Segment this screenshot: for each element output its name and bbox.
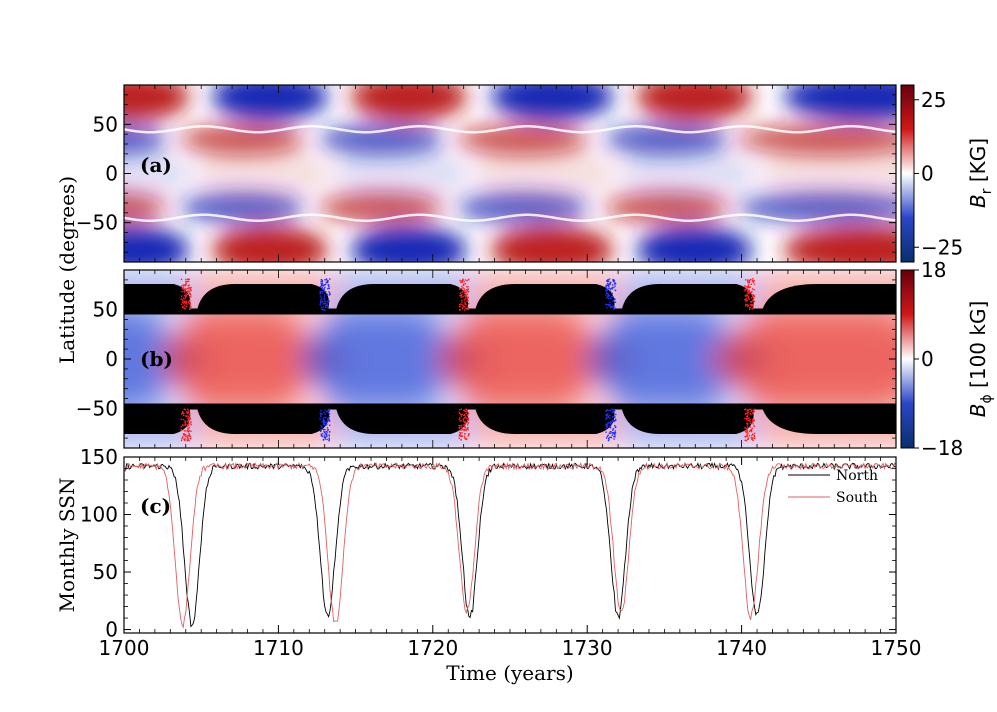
colorbar-b-label: Bϕ [100 kG]: [966, 301, 995, 418]
x-tick-label: 1710: [253, 636, 304, 660]
latitude-tick-label: 50: [93, 112, 118, 136]
colorbar-b: [900, 269, 915, 449]
panel-c-background: [124, 457, 896, 633]
latitude-tick-label: 0: [105, 347, 118, 371]
y-tick-label: 0: [105, 618, 118, 642]
panel-a-label: (a): [140, 153, 172, 177]
latitude-tick-label: 50: [93, 298, 118, 322]
x-tick-label: 1740: [716, 636, 767, 660]
latitude-tick-label: −50: [76, 396, 118, 420]
panel-b-ticks: 50 0 −50: [76, 270, 897, 448]
x-tick-label: 1700: [99, 636, 150, 660]
panel-b: 50 0 −50 (b) 18 0 −18 Bϕ [100 kG]: [76, 258, 995, 460]
panel-b-heatmap: [124, 270, 896, 448]
y-tick-label: 100: [80, 503, 118, 527]
colorbar-a-ticks: 25 0 −25: [914, 88, 963, 259]
x-tick-label: 1730: [562, 636, 613, 660]
colorbar-tick-label: −18: [921, 436, 963, 460]
panel-a-heatmap: [124, 85, 896, 262]
latitude-tick-label: 0: [105, 162, 118, 186]
colorbar-b-ticks: 18 0 −18: [914, 258, 963, 460]
panel-b-label: (b): [140, 347, 173, 371]
panel-a-ticks: 50 0 −50: [76, 85, 897, 262]
x-tick-label: 1750: [871, 636, 922, 660]
panel-c-ylabel: Monthly SSN: [55, 478, 79, 613]
colorbar-a-label: Br [KG]: [966, 138, 995, 208]
legend: North South: [788, 468, 878, 506]
x-axis-label: Time (years): [446, 661, 573, 685]
panel-c-label: (c): [140, 494, 171, 518]
colorbar-tick-label: 0: [921, 162, 934, 186]
y-tick-label: 150: [80, 445, 118, 469]
colorbar-tick-label: 25: [921, 88, 946, 112]
legend-label-north: North: [836, 468, 878, 484]
legend-label-south: South: [836, 490, 878, 506]
panel-c-lines: [124, 461, 896, 629]
latitude-tick-label: −50: [76, 211, 118, 235]
colorbar-tick-label: 18: [921, 258, 946, 282]
panel-a: 50 0 −50 (a) 25 0 −25 Br [KG]: [76, 84, 995, 263]
x-tick-label: 1720: [407, 636, 458, 660]
colorbar-tick-label: 0: [921, 347, 934, 371]
shared-ylabel: Latitude (degrees): [55, 176, 79, 364]
colorbar-a: [900, 84, 915, 263]
colorbar-tick-label: −25: [921, 235, 963, 259]
series-line-south: [124, 461, 896, 629]
y-tick-label: 50: [93, 560, 118, 584]
